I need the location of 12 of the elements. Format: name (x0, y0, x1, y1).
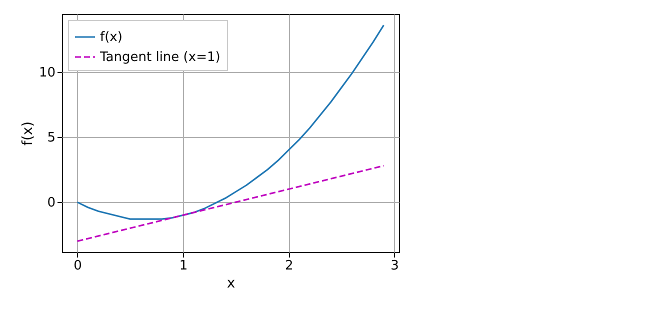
y-tick-label: 0 (47, 196, 56, 211)
y-tick-label: 10 (38, 66, 56, 81)
legend-label: f(x) (100, 30, 122, 45)
legend-label: Tangent line (x=1) (99, 50, 220, 65)
x-tick-label: 0 (74, 258, 82, 274)
x-axis-title: x (226, 276, 236, 292)
x-tick-label: 1 (179, 258, 188, 274)
x-tick-label: 2 (284, 258, 294, 274)
y-tick-label: 5 (47, 130, 56, 146)
x-tick-label: 3 (390, 258, 399, 274)
line-series (76, 24, 384, 220)
y-axis-title: f(x) (20, 121, 36, 146)
